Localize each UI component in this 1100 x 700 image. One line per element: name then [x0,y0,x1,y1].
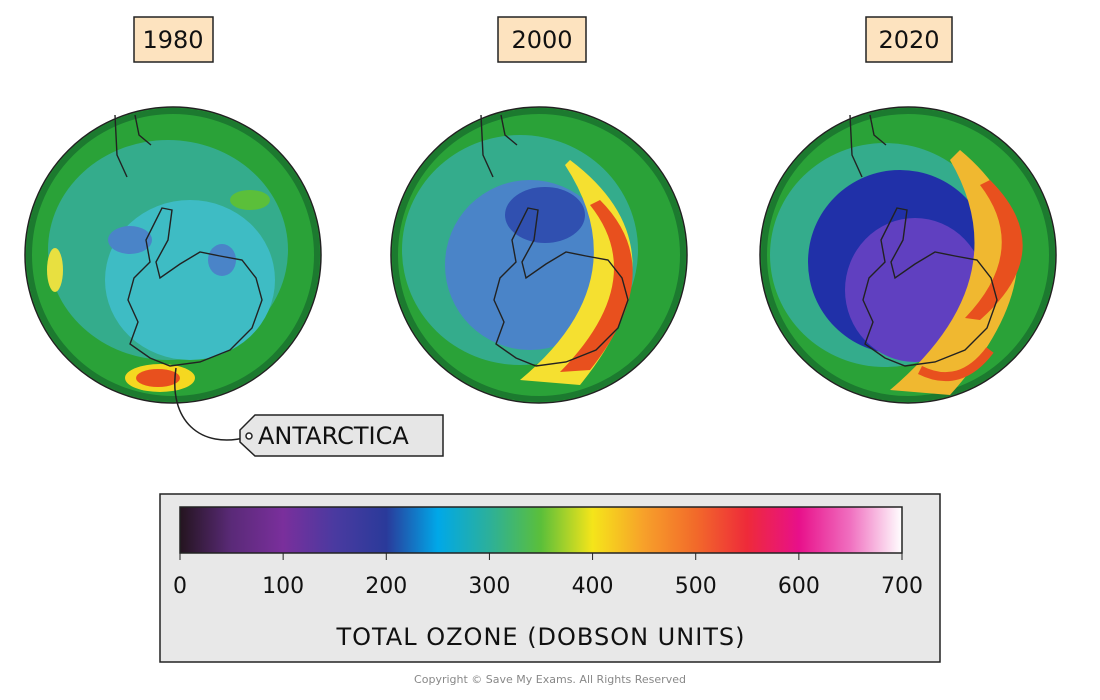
label-box [497,16,587,63]
tick-label: 100 [262,574,304,599]
tick-label: 400 [572,574,614,599]
tick-label: 200 [365,574,407,599]
tick-label: 0 [173,574,187,599]
callout-tag [239,414,444,457]
tick-label: 500 [675,574,717,599]
year-label: 2020 [878,26,939,54]
label-box [865,16,953,63]
year-label: 1980 [142,26,203,54]
tick-label: 300 [468,574,510,599]
globe [759,106,1057,404]
colorbar-label: TOTAL OZONE (DOBSON UNITS) [335,623,745,651]
label-box [133,16,214,63]
tag-hole [245,432,253,440]
callout-label: ANTARCTICA [258,422,409,450]
tick-label: 600 [778,574,820,599]
callout-line [174,367,249,441]
tick-label: 700 [881,574,923,599]
globe [24,106,322,404]
globe [390,106,688,404]
year-label: 2000 [511,26,572,54]
colorbar [179,506,903,554]
copyright: Copyright © Save My Exams. All Rights Re… [414,673,686,686]
